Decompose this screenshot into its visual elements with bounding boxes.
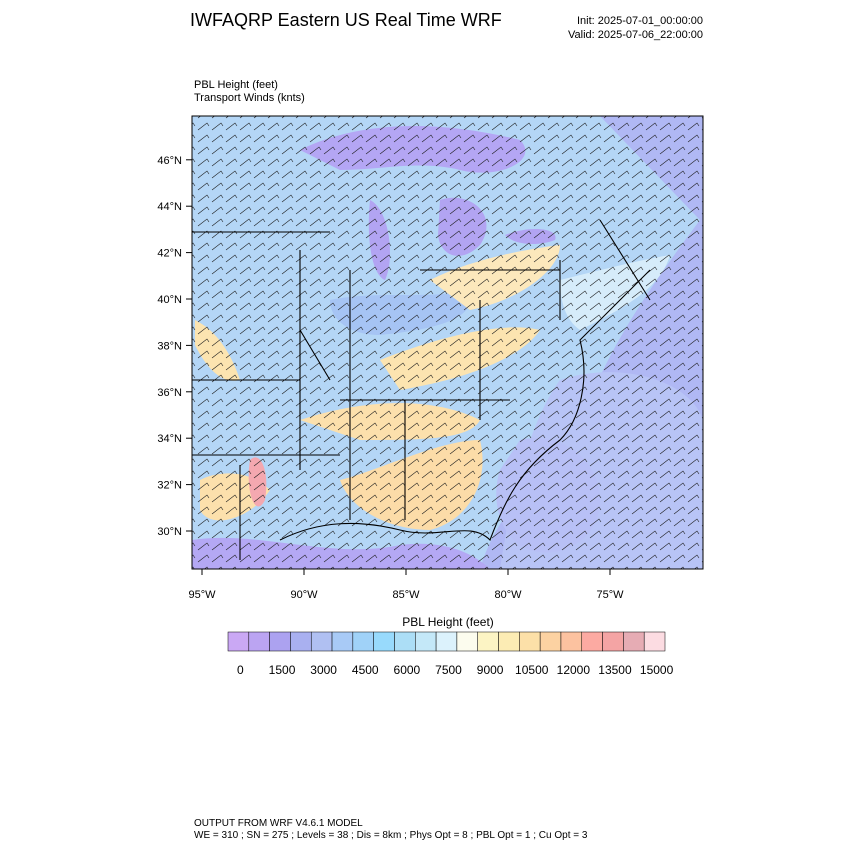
lat-axis: 30°N 32°N 34°N 36°N 38°N 40°N 42°N 44°N 46°N	[157, 155, 192, 538]
lat-label: 44°N	[157, 201, 182, 213]
colorbar-swatch	[602, 631, 624, 652]
lat-label: 34°N	[157, 433, 182, 445]
vector-name: Transport Winds (knts)	[194, 92, 305, 104]
colorbar-label: 3000	[310, 663, 337, 677]
lat-label: 36°N	[157, 387, 182, 399]
colorbar-swatch	[539, 631, 562, 652]
colorbar-label: 7500	[435, 663, 462, 677]
colorbar-swatch	[477, 631, 499, 652]
colorbar-label: 0	[237, 663, 244, 677]
colorbar-swatch	[394, 631, 416, 652]
lat-label: 42°N	[157, 248, 182, 260]
colorbar-swatch	[248, 631, 270, 652]
colorbar-label: 13500	[598, 663, 632, 677]
colorbar-label: 12000	[557, 663, 591, 677]
colorbar-swatch	[415, 631, 437, 652]
colorbar-swatch	[498, 631, 520, 652]
colorbar-swatch	[310, 631, 333, 652]
colorbar: 0 1500 3000 4500 6000 7500 9000 10500 12000 13500…	[227, 631, 674, 677]
lat-label: 38°N	[157, 340, 182, 352]
colorbar-label: 6000	[394, 663, 421, 677]
lat-label: 40°N	[157, 294, 182, 306]
colorbar-swatch	[581, 631, 603, 652]
lon-label: 75°W	[596, 589, 624, 601]
lat-label: 46°N	[157, 155, 182, 167]
title: IWFAQRP Eastern US Real Time WRF	[190, 10, 502, 30]
colorbar-label: 9000	[477, 663, 504, 677]
colorbar-swatch	[519, 631, 541, 652]
lon-label: 95°W	[188, 589, 216, 601]
valid-time: Valid: 2025-07-06_22:00:00	[568, 29, 703, 41]
colorbar-label: 1500	[269, 663, 296, 677]
map-frame	[191, 115, 704, 570]
colorbar-swatch	[352, 631, 374, 652]
lon-label: 80°W	[494, 589, 522, 601]
lon-axis: 95°W 90°W 85°W 80°W 75°W	[188, 569, 624, 601]
footer-line: OUTPUT FROM WRF V4.6.1 MODEL	[194, 818, 363, 829]
colorbar-swatch	[456, 631, 478, 652]
lon-label: 90°W	[290, 589, 318, 601]
colorbar-swatch	[331, 631, 354, 652]
colorbar-swatch	[623, 631, 645, 652]
lon-label: 85°W	[392, 589, 420, 601]
map	[192, 116, 703, 569]
field-name: PBL Height (feet)	[194, 79, 278, 91]
colorbar-swatch	[373, 631, 395, 652]
colorbar-swatch	[269, 631, 291, 652]
colorbar-label: 15000	[640, 663, 674, 677]
colorbar-swatch	[560, 631, 583, 652]
footer-line: WE = 310 ; SN = 275 ; Levels = 38 ; Dis …	[194, 830, 588, 841]
lat-label: 30°N	[157, 526, 182, 538]
colorbar-label: 4500	[352, 663, 379, 677]
colorbar-title: PBL Height (feet)	[402, 615, 494, 629]
init-time: Init: 2025-07-01_00:00:00	[577, 15, 703, 27]
colorbar-swatch	[227, 631, 250, 652]
colorbar-label: 10500	[515, 663, 549, 677]
colorbar-swatch	[290, 631, 312, 652]
lat-label: 32°N	[157, 480, 182, 492]
colorbar-swatch	[643, 631, 666, 652]
colorbar-swatch	[435, 631, 458, 652]
